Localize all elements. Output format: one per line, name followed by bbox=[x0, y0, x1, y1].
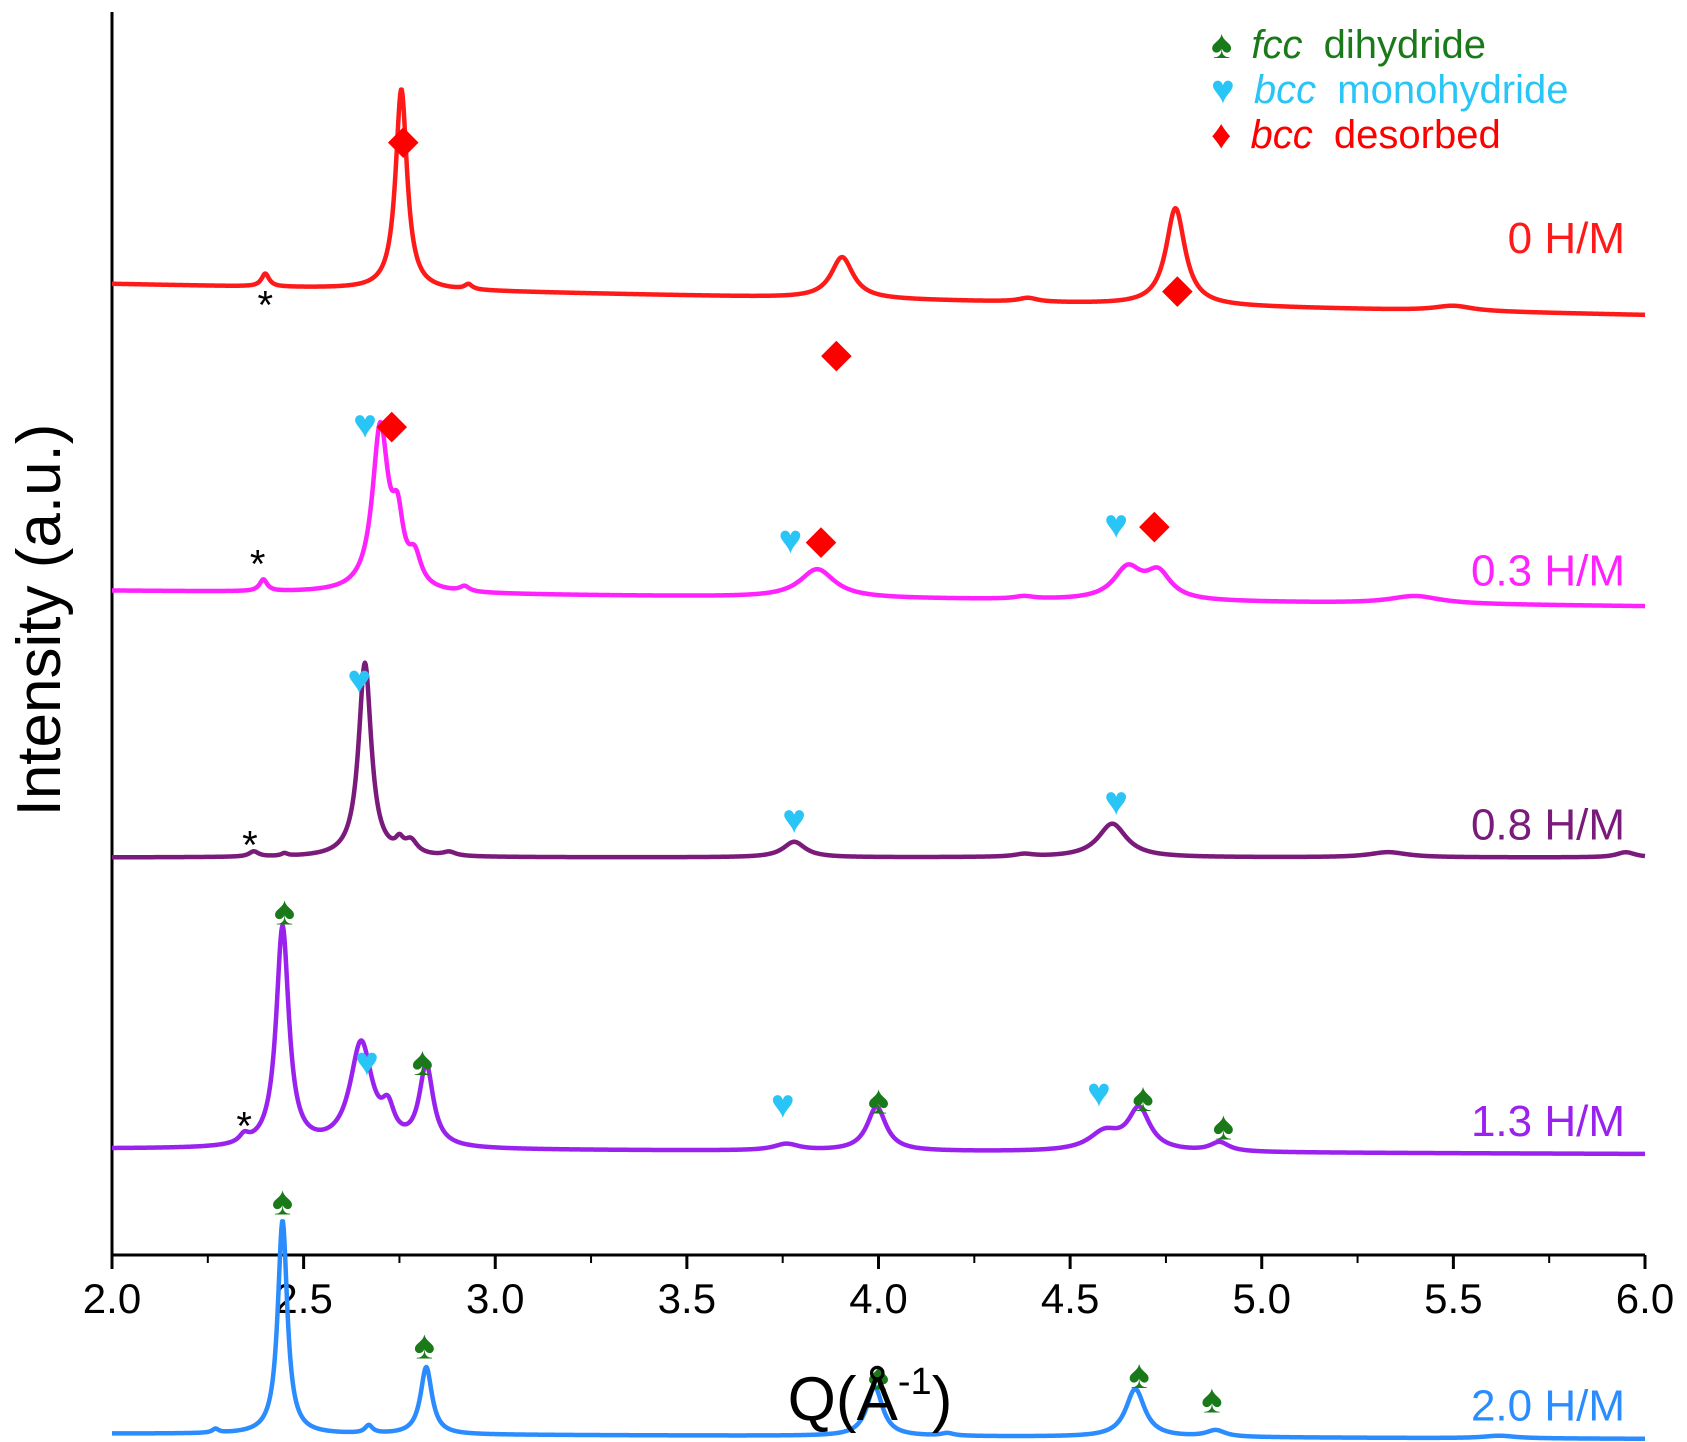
x-tick-label: 2.0 bbox=[83, 1275, 141, 1322]
x-tick-label: 4.0 bbox=[849, 1275, 907, 1322]
heart-marker-icon: ♥ bbox=[1104, 780, 1128, 824]
diamond-marker-icon: ◆ bbox=[821, 332, 852, 376]
series-line-0 bbox=[110, 87, 1647, 318]
legend-symbol-heart-icon: ♥ bbox=[1211, 68, 1235, 112]
legend-item-fcc-dihydride: ♠ fcc dihydride bbox=[1211, 23, 1486, 67]
spade-marker-icon: ♠ bbox=[1201, 1378, 1222, 1422]
x-axis-title-sup: -1 bbox=[898, 1361, 932, 1403]
x-axis-ticks: 2.0 2.5 3.0 3.5 4.0 4.5 5.0 5.5 6.0 bbox=[83, 1255, 1674, 1322]
x-tick-label: 4.5 bbox=[1041, 1275, 1099, 1322]
spade-marker-icon: ♠ bbox=[868, 1079, 889, 1123]
series-line-4 bbox=[110, 1219, 1647, 1442]
spade-marker-icon: ♠ bbox=[1213, 1105, 1234, 1149]
legend-label: desorbed bbox=[1334, 113, 1501, 157]
diamond-marker-icon: ◆ bbox=[388, 118, 419, 162]
diamond-marker-icon: ◆ bbox=[806, 518, 837, 562]
heart-marker-icon: ♥ bbox=[778, 518, 802, 562]
plot-frame bbox=[110, 12, 1645, 1257]
asterisk-marker: * bbox=[242, 824, 258, 868]
x-tick-label: 5.0 bbox=[1233, 1275, 1291, 1322]
spade-marker-icon: ♠ bbox=[868, 1354, 889, 1398]
spade-marker-icon: ♠ bbox=[414, 1323, 435, 1367]
series-labels: 0 H/M 0.3 H/M 0.8 H/M 1.3 H/M 2.0 H/M bbox=[1471, 214, 1625, 1431]
y-axis-title: Intensity (a.u.) bbox=[5, 424, 74, 817]
legend-label: monohydride bbox=[1337, 68, 1568, 112]
legend-phase: bcc bbox=[1254, 68, 1316, 112]
diamond-marker-icon: ◆ bbox=[1162, 267, 1193, 311]
heart-marker-icon: ♥ bbox=[355, 1040, 379, 1084]
series-label: 0.3 H/M bbox=[1471, 547, 1625, 596]
series-label: 0.8 H/M bbox=[1471, 800, 1625, 849]
asterisk-marker: * bbox=[236, 1105, 252, 1149]
x-tick-label: 3.0 bbox=[466, 1275, 524, 1322]
spade-marker-icon: ♠ bbox=[1132, 1076, 1153, 1120]
series-line-3 bbox=[110, 923, 1647, 1157]
heart-marker-icon: ♥ bbox=[1104, 502, 1128, 546]
heart-marker-icon: ♥ bbox=[771, 1083, 795, 1127]
spade-marker-icon: ♠ bbox=[412, 1040, 433, 1084]
x-tick-label: 6.0 bbox=[1616, 1275, 1674, 1322]
series-label: 2.0 H/M bbox=[1471, 1382, 1625, 1431]
legend: ♠ fcc dihydride ♥ bcc monohydride ♦ bcc … bbox=[1211, 23, 1569, 157]
x-tick-label: 2.5 bbox=[274, 1275, 332, 1322]
heart-marker-icon: ♥ bbox=[1087, 1071, 1111, 1115]
heart-marker-icon: ♥ bbox=[347, 658, 371, 702]
diamond-marker-icon: ◆ bbox=[1139, 502, 1170, 546]
legend-item-bcc-monohydride: ♥ bcc monohydride bbox=[1211, 68, 1569, 112]
series-line-2 bbox=[110, 660, 1647, 860]
legend-symbol-diamond-icon: ♦ bbox=[1211, 113, 1231, 157]
legend-symbol-spade-icon: ♠ bbox=[1211, 23, 1232, 67]
series-label: 1.3 H/M bbox=[1471, 1097, 1625, 1146]
x-axis-title: Q(Å-1) bbox=[788, 1361, 953, 1434]
asterisk-marker: * bbox=[250, 543, 266, 587]
heart-marker-icon: ♥ bbox=[353, 403, 377, 447]
legend-phase: fcc bbox=[1251, 23, 1302, 67]
peak-markers: ◆◆◆*♥ ◆♥ ◆ ♥ ◆*♥♥ ♥*♠♥ ♠♥ ♠ ♥ ♠♠*♠♠♠ ♠♠ bbox=[236, 118, 1234, 1422]
legend-phase: bcc bbox=[1251, 113, 1313, 157]
x-tick-label: 3.5 bbox=[658, 1275, 716, 1322]
legend-label: dihydride bbox=[1324, 23, 1486, 67]
spade-marker-icon: ♠ bbox=[274, 890, 295, 934]
series-line-1 bbox=[110, 419, 1647, 609]
asterisk-marker: * bbox=[258, 284, 274, 328]
x-tick-label: 5.5 bbox=[1424, 1275, 1482, 1322]
spade-marker-icon: ♠ bbox=[1128, 1353, 1149, 1397]
heart-marker-icon: ♥ bbox=[782, 798, 806, 842]
x-axis-title-base: Q(Å bbox=[788, 1365, 899, 1434]
diamond-marker-icon: ◆ bbox=[376, 403, 407, 447]
x-axis-title-close: ) bbox=[932, 1365, 953, 1434]
spade-marker-icon: ♠ bbox=[272, 1180, 293, 1224]
series-label: 0 H/M bbox=[1508, 214, 1625, 263]
data-series bbox=[110, 87, 1647, 1442]
legend-item-bcc-desorbed: ♦ bcc desorbed bbox=[1211, 113, 1501, 157]
